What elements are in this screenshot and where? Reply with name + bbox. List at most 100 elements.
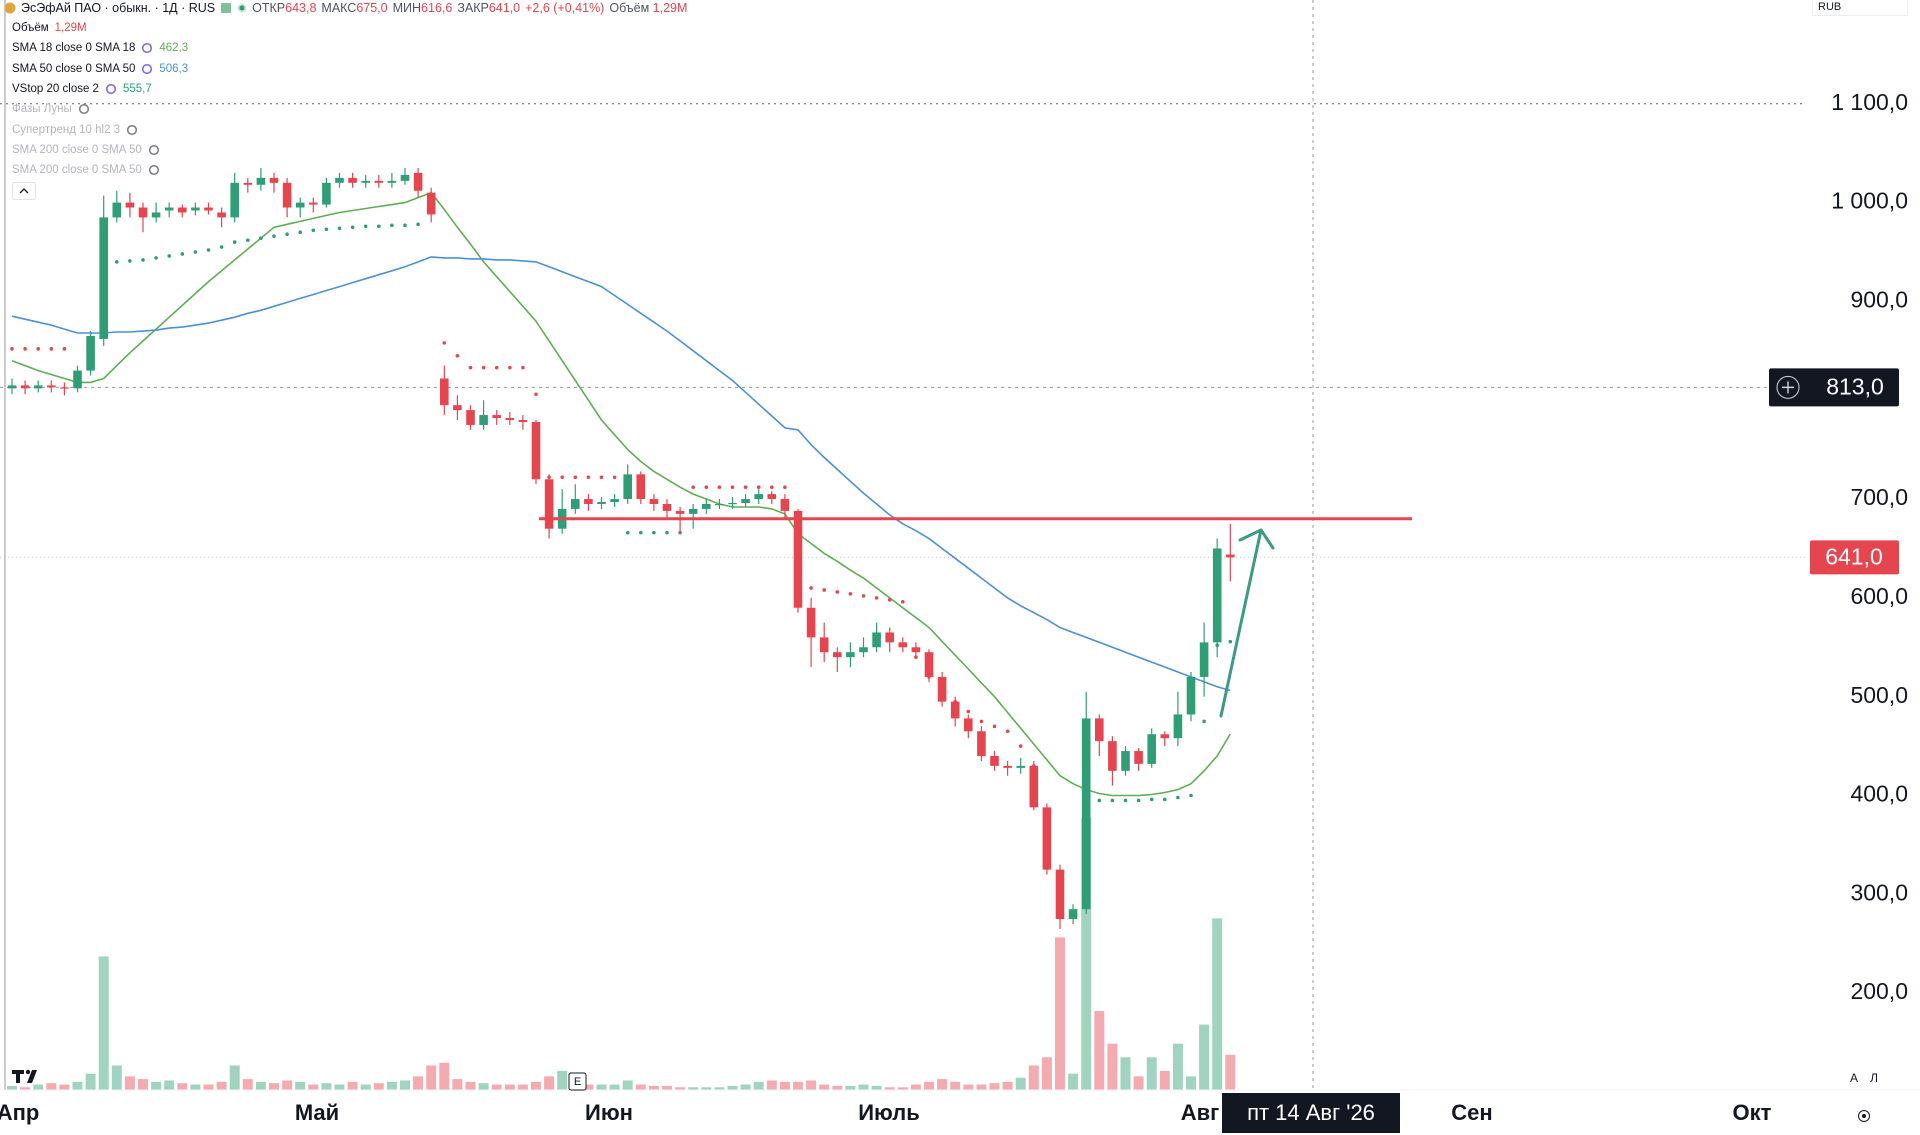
volume-bar	[347, 1081, 358, 1090]
legend: Объём 1,29M SMA 18 close 0 SMA 18 462,3 SMA …	[12, 18, 189, 201]
vstop-dot	[1176, 795, 1180, 800]
vstop-dot	[1136, 798, 1141, 803]
vstop-dot	[1163, 797, 1167, 802]
volume-bar	[662, 1085, 672, 1090]
volume-bar	[976, 1084, 987, 1090]
vstop-dot	[232, 240, 237, 244]
last-price-label: 641,0	[1825, 543, 1883, 569]
legend-icon	[142, 63, 153, 74]
vstop-dot	[508, 365, 512, 370]
vstop-dot	[246, 238, 250, 242]
legend-icon-shape[interactable]	[142, 63, 153, 74]
vstop-dot	[259, 236, 263, 240]
scale-button[interactable]: А	[1850, 1071, 1858, 1085]
volume-bar	[583, 1084, 594, 1090]
volume-bar	[20, 1087, 31, 1090]
crosshair-price-label: 813,0	[1826, 373, 1884, 399]
candle-body	[649, 499, 659, 504]
volume-bar	[465, 1081, 476, 1090]
currency[interactable]: RUB	[1812, 0, 1908, 16]
symbol[interactable]: ЭсЭфАй ПАО · обыкн. · 1Д · RUS	[21, 1, 216, 15]
event-marker[interactable]	[568, 1072, 587, 1091]
candle-body	[1212, 548, 1222, 643]
vstop-dot	[219, 245, 224, 249]
volume-bar	[216, 1081, 227, 1090]
x-tick-label: Окт	[1733, 1100, 1772, 1125]
low-label: МИН	[392, 1, 422, 15]
volume-bar	[924, 1081, 934, 1090]
volume-bar	[884, 1087, 895, 1090]
candle-body	[7, 385, 17, 389]
vstop-dot	[966, 709, 971, 714]
low-value: 616,6	[421, 1, 453, 15]
vstop-dot	[494, 365, 499, 370]
vstop-dot	[115, 260, 119, 264]
candle-body	[859, 647, 868, 653]
vstop-dot	[1005, 729, 1010, 734]
vstop-dot	[704, 485, 709, 489]
add-alert-icon[interactable]	[1776, 375, 1800, 399]
candle-body	[138, 207, 148, 218]
status-icon	[221, 3, 232, 13]
legend-icon-shape[interactable]	[148, 144, 159, 155]
legend-value: 462,3	[159, 42, 189, 55]
legend-icon-shape[interactable]	[127, 124, 138, 135]
volume-bar	[531, 1081, 541, 1090]
arrow-drawing	[1219, 528, 1275, 718]
candle-body	[33, 385, 43, 389]
volume-bar	[753, 1081, 764, 1090]
candle-body	[702, 503, 711, 509]
close-label: ЗАКР	[457, 1, 489, 15]
volume-bar	[648, 1085, 659, 1090]
candle-body	[309, 202, 318, 205]
x-tick-label: Май	[295, 1100, 339, 1125]
collapse-icon	[19, 188, 29, 194]
candle-body	[872, 632, 881, 648]
lines-layer	[0, 103, 1806, 558]
legend-row: Объём 1,29M	[12, 18, 188, 38]
volume-bar	[845, 1085, 856, 1090]
candle-body	[597, 502, 606, 504]
symbol-icon	[4, 2, 16, 14]
volume-value: 1,29M	[652, 1, 688, 15]
candle-body	[1134, 751, 1143, 764]
vstop-dot	[298, 230, 303, 235]
volume-bar	[413, 1076, 424, 1090]
legend-icon	[78, 104, 89, 115]
event-marker-label: E	[574, 1076, 581, 1088]
candle-body	[1226, 554, 1235, 558]
volume-bar	[557, 1070, 568, 1090]
candle-body	[819, 637, 829, 653]
volume-bar	[478, 1083, 489, 1090]
volume-bar	[793, 1081, 803, 1090]
legend-icon-shape[interactable]	[78, 104, 89, 115]
candle-body	[662, 503, 672, 511]
volume-bar	[400, 1080, 410, 1090]
volume-bar	[989, 1083, 1000, 1090]
volume-bar	[164, 1080, 175, 1090]
settings-icon[interactable]	[1858, 1110, 1870, 1122]
candle-body	[20, 385, 30, 389]
candle-body	[964, 718, 973, 732]
legend-icon-shape[interactable]	[105, 83, 117, 95]
legend-collapse[interactable]	[12, 182, 36, 201]
volume-bar	[308, 1084, 319, 1090]
volume-bar	[609, 1084, 620, 1090]
legend-icon-shape[interactable]	[148, 165, 159, 176]
vstop-dot	[337, 226, 342, 231]
candle-body	[1055, 869, 1065, 920]
scale-button[interactable]: Л	[1870, 1071, 1878, 1085]
candle-body	[282, 182, 292, 208]
volume-bar	[963, 1084, 974, 1090]
volume-label: Объём	[609, 1, 650, 15]
vstop-dot	[193, 250, 198, 254]
candle-body	[151, 212, 161, 218]
x-tick-label: Июн	[585, 1100, 633, 1125]
candle-body	[99, 217, 108, 339]
candle-body	[924, 652, 934, 677]
crosshair-time-label: пт 14 Авг '26	[1247, 1100, 1375, 1125]
open-value: 643,8	[285, 1, 317, 15]
legend-row: VStop 20 close 2 555,7	[12, 79, 188, 99]
legend-icon-shape[interactable]	[142, 43, 153, 54]
